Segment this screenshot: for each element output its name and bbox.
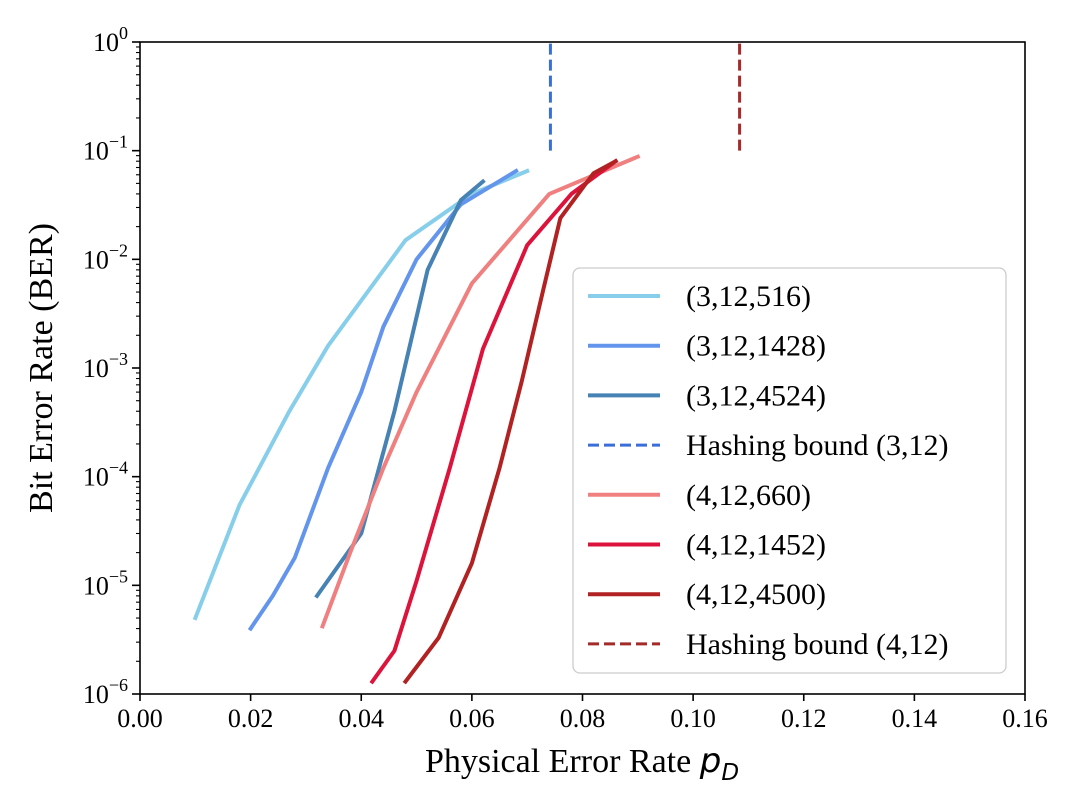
y-tick-exponent: −6	[109, 675, 128, 695]
legend-label-6: (4,12,4500)	[686, 578, 826, 611]
x-tick-label: 0.00	[117, 704, 163, 733]
y-tick-label: 10−3	[83, 349, 128, 383]
legend-label-7: Hashing bound (4,12)	[686, 628, 948, 661]
legend-frame	[572, 267, 1007, 674]
series-layer	[192, 42, 742, 685]
x-tick-label: 0.06	[449, 704, 495, 733]
y-tick-exponent: −2	[109, 240, 128, 260]
legend-label-2: (3,12,4524)	[686, 379, 826, 412]
y-tick-base: 10	[83, 245, 109, 274]
x-tick-label: 0.14	[892, 704, 938, 733]
x-axis-label-text: Physical Error Rate	[425, 743, 691, 780]
y-tick-label: 10−6	[83, 675, 128, 709]
series-line-5	[369, 158, 619, 685]
legend-label-5: (4,12,1452)	[686, 529, 826, 562]
y-axis-label: Bit Error Rate (BER)	[23, 223, 60, 513]
y-tick-base: 10	[93, 28, 119, 57]
legend-label-1: (3,12,1428)	[686, 330, 826, 363]
y-tick-exponent: 0	[119, 23, 128, 43]
y-tick-label: 10−5	[83, 566, 128, 600]
y-tick-exponent: −5	[109, 566, 128, 586]
y-tick-base: 10	[83, 463, 109, 492]
y-tick-label: 10−4	[83, 458, 128, 492]
x-axis-symbol-subscript: D	[721, 760, 739, 786]
x-tick-label: 0.12	[781, 704, 827, 733]
legend-label-3: Hashing bound (3,12)	[686, 429, 948, 462]
x-tick-label: 0.08	[560, 704, 606, 733]
y-tick-base: 10	[83, 680, 109, 709]
x-tick-label: 0.02	[228, 704, 274, 733]
series-line-0	[192, 168, 530, 621]
y-tick-label: 10−1	[83, 132, 128, 166]
series-line-1	[247, 168, 519, 632]
y-tick-exponent: −3	[109, 349, 128, 369]
y-tick-label: 100	[93, 23, 128, 57]
series-line-6	[402, 158, 619, 685]
tick-layer: 0.00 0.02 0.04 0.06 0.08 0.10 0.12 0.14 0.161001…	[83, 23, 1048, 733]
y-tick-base: 10	[83, 137, 109, 166]
y-tick-exponent: −1	[109, 132, 128, 152]
x-tick-label: 0.10	[670, 704, 716, 733]
legend-label-0: (3,12,516)	[686, 280, 811, 313]
x-tick-label: 0.16	[1002, 704, 1048, 733]
y-tick-base: 10	[83, 354, 109, 383]
x-axis-symbol: p	[699, 741, 722, 781]
x-tick-label: 0.04	[339, 704, 385, 733]
y-tick-label: 10−2	[83, 240, 128, 274]
legend-label-4: (4,12,660)	[686, 479, 811, 512]
legend: (3,12,516) (3,12,1428) (3,12,4524) Hashing …	[572, 267, 1007, 674]
x-axis-label: Physical Error Rate pD	[425, 741, 739, 786]
y-tick-exponent: −4	[109, 458, 128, 478]
series-line-4	[319, 154, 641, 629]
y-tick-base: 10	[83, 571, 109, 600]
